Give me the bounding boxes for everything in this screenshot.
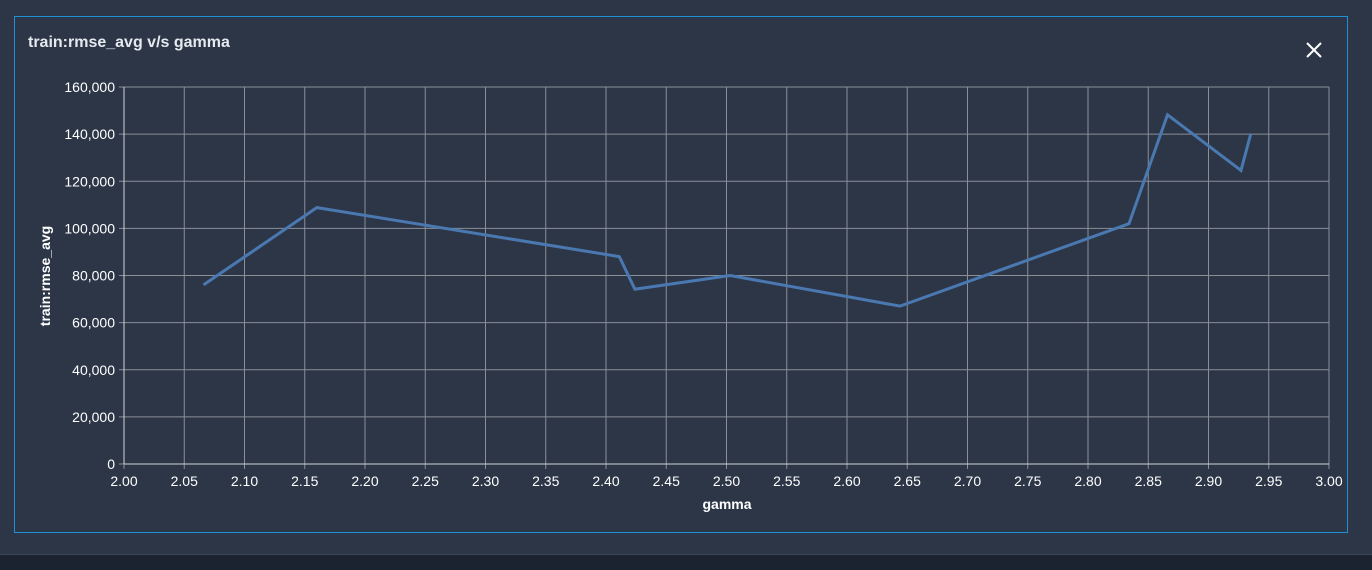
y-tick-label: 140,000: [64, 126, 115, 142]
y-tick-label: 160,000: [64, 79, 115, 95]
x-tick-label: 2.40: [592, 473, 619, 489]
y-tick-label: 20,000: [72, 409, 115, 425]
y-tick-label: 40,000: [72, 362, 115, 378]
series: [202, 112, 1253, 308]
close-icon[interactable]: [1303, 39, 1325, 61]
x-tick-label: 2.70: [954, 473, 981, 489]
x-tick-label: 2.95: [1255, 473, 1282, 489]
x-tick-label: 2.35: [532, 473, 559, 489]
x-tick-label: 2.25: [412, 473, 439, 489]
y-tick-label: 120,000: [64, 173, 115, 189]
x-tick-label: 2.20: [351, 473, 378, 489]
y-tick-label: 100,000: [64, 220, 115, 236]
x-tick-label: 3.00: [1315, 473, 1342, 489]
axes: [119, 86, 1330, 469]
x-tick-label: 2.05: [171, 473, 198, 489]
series-line: [202, 112, 1253, 308]
grid: [124, 86, 1330, 464]
y-tick-label: 0: [107, 456, 115, 472]
x-tick-label: 2.30: [472, 473, 499, 489]
bottom-strip: [0, 554, 1372, 570]
y-tick-label: 60,000: [72, 315, 115, 331]
x-tick-label: 2.45: [653, 473, 680, 489]
chart-panel: train:rmse_avg v/s gamma: [14, 16, 1348, 533]
x-tick-label: 2.10: [231, 473, 258, 489]
x-tick-label: 2.55: [773, 473, 800, 489]
x-tick-label: 2.65: [894, 473, 921, 489]
x-tick-label: 2.90: [1195, 473, 1222, 489]
x-tick-label: 2.60: [833, 473, 860, 489]
x-tick-label: 2.00: [110, 473, 137, 489]
tick-labels: 2.00 2.05 2.10 2.15 2.20 2.25 2.30 2.35 2.40 2.45…: [64, 79, 1342, 489]
x-axis-label: gamma: [702, 496, 751, 512]
x-tick-label: 2.80: [1074, 473, 1101, 489]
x-tick-label: 2.75: [1014, 473, 1041, 489]
y-tick-label: 80,000: [72, 268, 115, 284]
panel-title: train:rmse_avg v/s gamma: [28, 34, 230, 51]
y-axis-label: train:rmse_avg: [37, 226, 53, 326]
x-tick-label: 2.15: [291, 473, 318, 489]
x-tick-label: 2.85: [1135, 473, 1162, 489]
x-tick-label: 2.50: [713, 473, 740, 489]
